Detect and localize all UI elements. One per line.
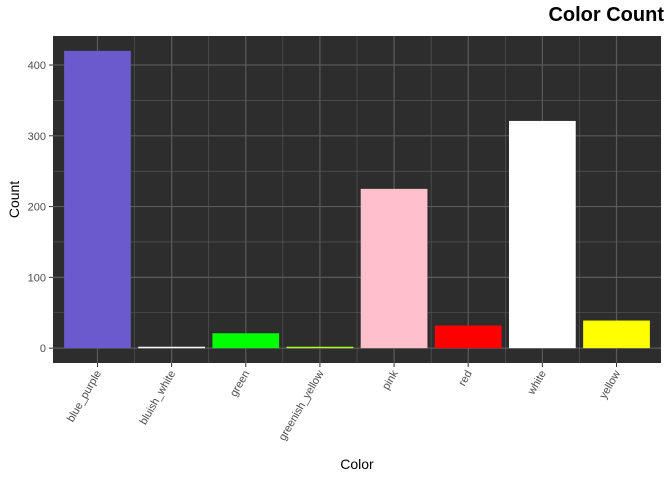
bar-blue_purple xyxy=(64,50,131,349)
x-tick-label: red xyxy=(456,369,474,389)
x-axis-title: Color xyxy=(340,456,374,472)
y-tick-label: 300 xyxy=(28,131,46,143)
x-tick-label: bluish_white xyxy=(138,369,179,427)
x-tick-label: blue_purple xyxy=(65,369,104,425)
y-axis-ticks: 0 100 200 300 400 xyxy=(28,60,53,355)
bar-greenish_yellow xyxy=(286,346,354,349)
bars xyxy=(64,50,650,349)
x-tick-label: green xyxy=(228,369,252,399)
y-tick-label: 200 xyxy=(28,202,46,214)
bar-white xyxy=(509,120,576,349)
bar-green xyxy=(212,333,280,349)
x-tick-label: greenish_yellow xyxy=(277,368,327,442)
bar-pink xyxy=(360,188,428,349)
chart-title: Color Count xyxy=(548,4,664,26)
x-tick-label: pink xyxy=(380,368,401,392)
bar-red xyxy=(434,325,502,349)
y-tick-label: 0 xyxy=(40,343,46,355)
x-tick-label: yellow xyxy=(597,368,623,401)
bar-yellow xyxy=(583,320,650,349)
y-axis-title: Count xyxy=(6,181,22,218)
bar-bluish_white xyxy=(138,346,205,349)
y-tick-label: 400 xyxy=(28,60,46,72)
x-tick-label: white xyxy=(525,369,549,398)
x-axis-ticks: blue_purple bluish_white green greenish_yel… xyxy=(65,363,623,443)
y-tick-label: 100 xyxy=(28,272,46,284)
